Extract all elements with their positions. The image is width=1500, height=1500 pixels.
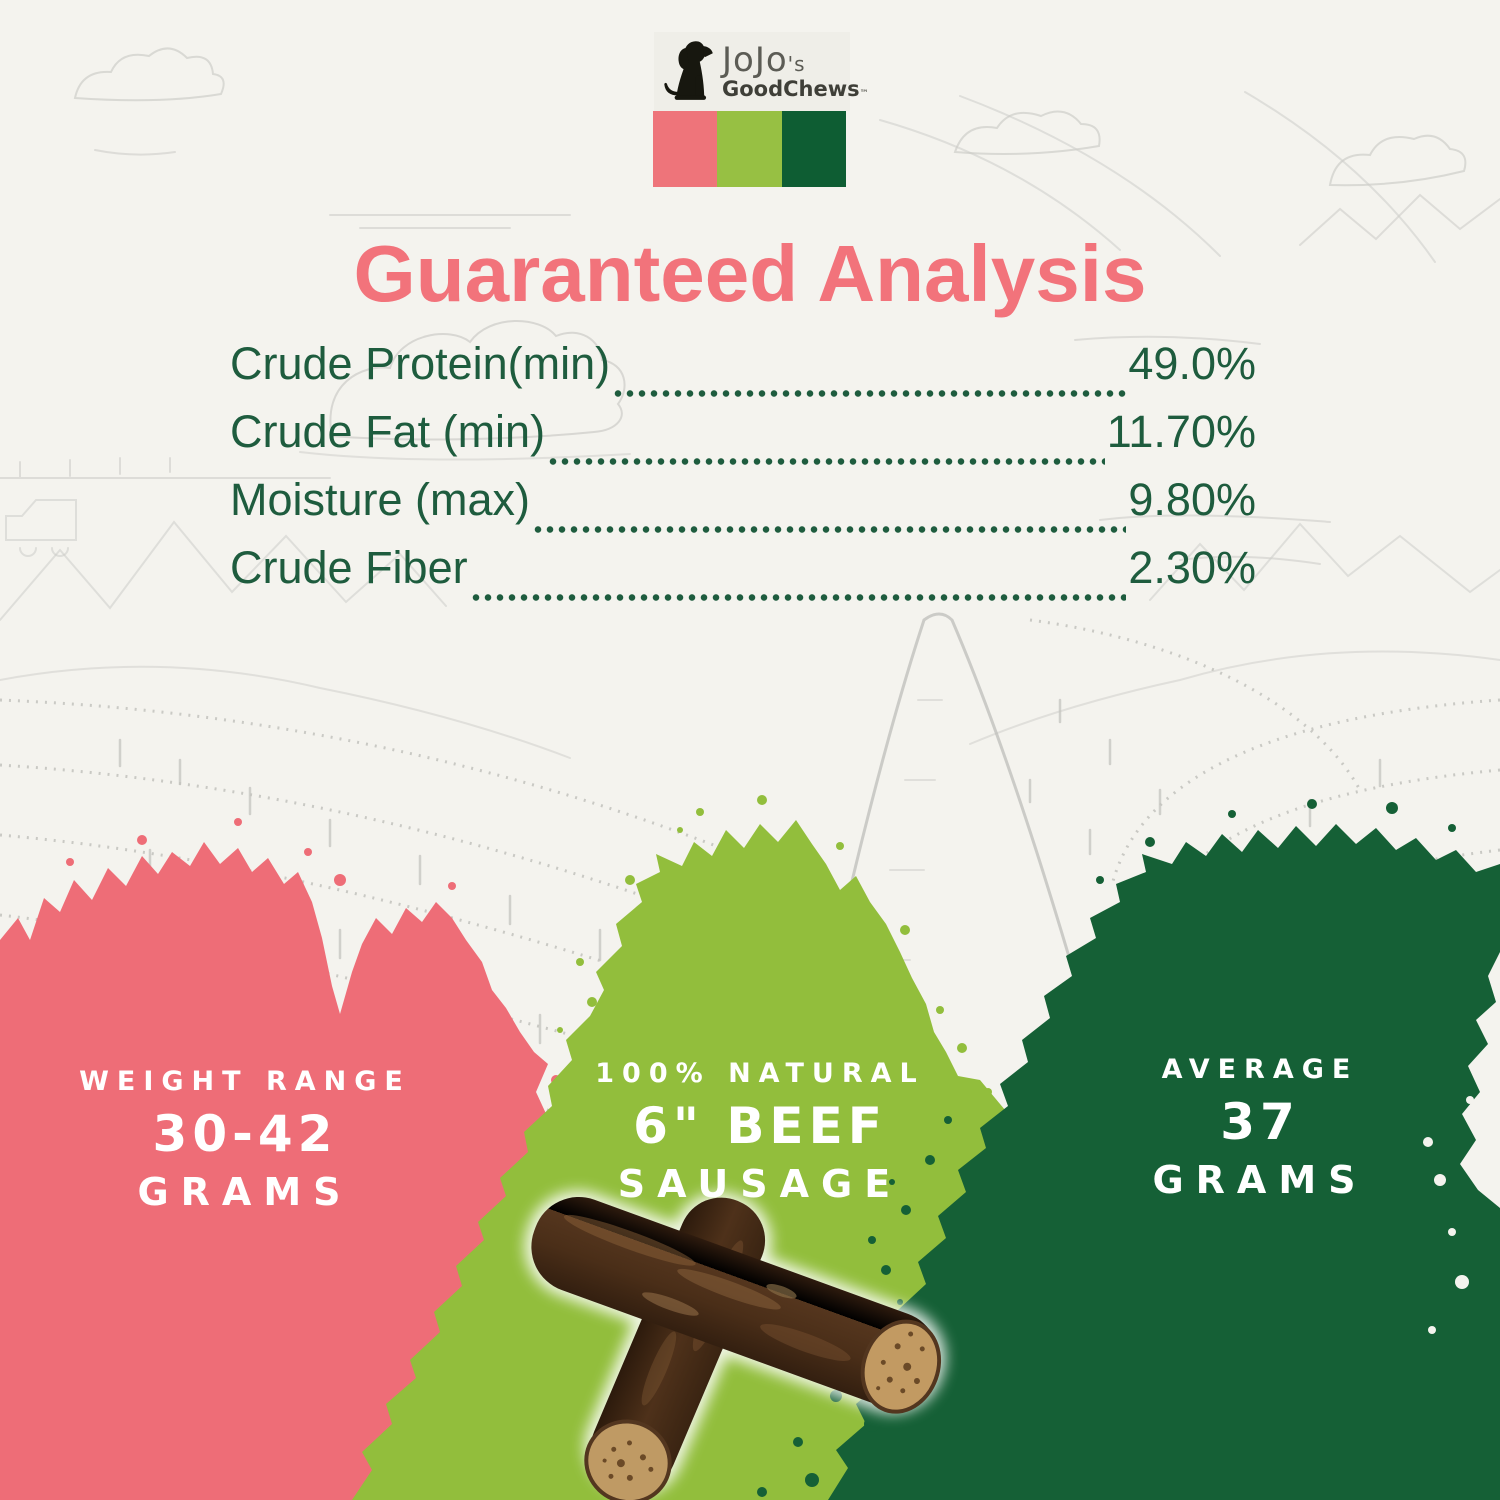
light-green-swatch bbox=[717, 111, 782, 187]
analysis-label: Moisture (max) bbox=[230, 474, 531, 525]
badge-weight-range: WEIGHT RANGE 30-42 GRAMS bbox=[55, 1068, 435, 1211]
badge-weight-range-unit: GRAMS bbox=[137, 1170, 353, 1214]
brand-color-bar bbox=[653, 111, 846, 187]
badge-average-unit: GRAMS bbox=[1152, 1158, 1368, 1202]
dot-leader bbox=[612, 389, 1127, 397]
brand-logo-card: JoJo's GoodChews™ bbox=[654, 32, 869, 111]
dog-icon bbox=[664, 40, 713, 100]
dark-green-swatch bbox=[781, 111, 846, 187]
brand-name-top: JoJo's bbox=[722, 40, 806, 80]
dot-leader bbox=[532, 525, 1127, 533]
analysis-label: Crude Fat (min) bbox=[230, 406, 546, 457]
analysis-label: Crude Fiber bbox=[230, 542, 468, 593]
analysis-row-crude-fat: Crude Fat (min) 11.70% bbox=[230, 406, 1256, 474]
trademark-symbol: ™ bbox=[859, 89, 869, 99]
badge-average-value: 37 bbox=[1220, 1093, 1300, 1151]
sausage-stick-front bbox=[531, 1197, 942, 1414]
badge-average-title: AVERAGE bbox=[1161, 1054, 1359, 1085]
analysis-value: 9.80% bbox=[1128, 474, 1256, 525]
analysis-row-crude-fiber: Crude Fiber 2.30% bbox=[230, 542, 1256, 610]
badge-natural-value: 6" BEEF bbox=[633, 1097, 887, 1155]
dot-leader bbox=[469, 593, 1127, 601]
dot-leader bbox=[547, 457, 1105, 465]
page-title: Guaranteed Analysis bbox=[353, 229, 1147, 318]
analysis-value: 11.70% bbox=[1106, 406, 1256, 457]
pink-swatch bbox=[653, 111, 718, 187]
analysis-value: 2.30% bbox=[1128, 542, 1256, 593]
badge-average-weight: AVERAGE 37 GRAMS bbox=[1080, 1056, 1440, 1199]
brand-wordmark: JoJo's GoodChews™ bbox=[722, 43, 869, 100]
badge-natural-title: 100% NATURAL bbox=[595, 1058, 925, 1089]
badge-weight-range-title: WEIGHT RANGE bbox=[79, 1066, 411, 1097]
analysis-value: 49.0% bbox=[1128, 338, 1256, 389]
analysis-row-moisture: Moisture (max) 9.80% bbox=[230, 474, 1256, 542]
badge-weight-range-value: 30-42 bbox=[152, 1105, 338, 1163]
analysis-row-crude-protein: Crude Protein(min) 49.0% bbox=[230, 338, 1256, 406]
brand-name-bottom: GoodChews™ bbox=[722, 77, 869, 101]
guaranteed-analysis-table: Crude Protein(min) 49.0% Crude Fat (min)… bbox=[230, 338, 1256, 610]
analysis-label: Crude Protein(min) bbox=[230, 338, 611, 389]
badge-natural-unit: SAUSAGE bbox=[617, 1162, 903, 1206]
badge-natural-product: 100% NATURAL 6" BEEF SAUSAGE bbox=[575, 1060, 945, 1203]
